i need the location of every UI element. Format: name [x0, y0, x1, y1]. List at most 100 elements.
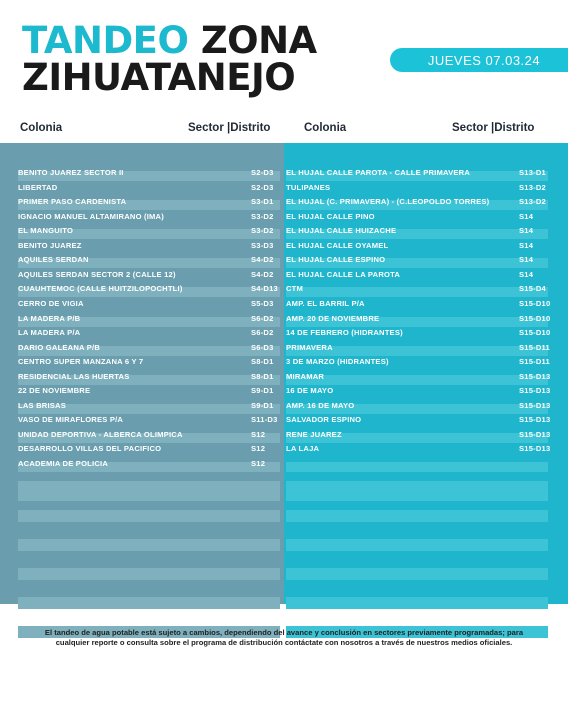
colonia-name: 3 DE MARZO (HIDRANTES)	[286, 357, 389, 367]
sector-code: S12	[251, 429, 266, 439]
colonia-name: AMP. 20 DE NOVIEMBRE	[286, 313, 380, 323]
left-sector-header: Sector |Distrito	[188, 122, 271, 134]
sector-code: S5-D3	[251, 298, 274, 308]
list-item: UNIDAD DEPORTIVA - ALBERCA OLIMPICA S12	[18, 430, 280, 444]
sector-code: S14	[519, 269, 534, 279]
sector-code: S6-D2	[251, 313, 274, 323]
list-item: EL HUJAL CALLE OYAMEL S14	[286, 241, 564, 255]
row-stripe	[286, 316, 548, 327]
colonia-name: IGNACIO MANUEL ALTAMIRANO (IMA)	[18, 211, 164, 221]
sector-code: S15-D13	[519, 400, 551, 410]
right-colonia-header: Colonia	[304, 122, 347, 134]
colonia-name: AQUILES SERDAN	[18, 255, 89, 265]
list-item: DARIO GALEANA P/B S6-D3	[18, 343, 280, 357]
list-item: LIBERTAD S2-D3	[18, 183, 280, 197]
row-stripe	[286, 171, 548, 181]
list-item: IGNACIO MANUEL ALTAMIRANO (IMA) S3-D2	[18, 212, 280, 226]
colonia-name: AMP. EL BARRIL P/A	[286, 298, 365, 308]
colonia-name: LIBERTAD	[18, 182, 58, 192]
list-item: LA MADERA P/A S6-D2	[18, 328, 280, 342]
list-item: LAS BRISAS S9-D1	[18, 401, 280, 415]
colonia-name: UNIDAD DEPORTIVA - ALBERCA OLIMPICA	[18, 429, 183, 439]
row-stripe	[18, 171, 280, 181]
row-stripe	[286, 374, 548, 385]
list-item: AQUILES SERDAN SECTOR 2 (CALLE 12) S4-D2	[18, 270, 280, 284]
sector-code: S3-D2	[251, 226, 274, 236]
sector-code: S4-D2	[251, 255, 274, 265]
sector-code: S2-D3	[251, 168, 274, 177]
colonia-name: SALVADOR ESPINO	[286, 415, 362, 425]
row-stripe	[18, 229, 280, 240]
list-item: CTM S15-D4	[286, 284, 564, 298]
empty-row-stripe	[18, 597, 280, 609]
sector-code: S15-D13	[519, 444, 551, 454]
list-item: MIRAMAR S15-D13	[286, 372, 564, 386]
list-item: BENITO JUAREZ SECTOR II S2-D3	[18, 168, 280, 182]
list-item: EL HUJAL CALLE ESPINO S14	[286, 255, 564, 269]
row-stripe	[286, 403, 548, 414]
list-item: CUAUHTEMOC (CALLE HUITZILOPOCHTLI) S4-D13	[18, 284, 280, 298]
sector-code: S13-D1	[519, 168, 546, 177]
row-stripe	[18, 287, 280, 298]
sector-code: S15-D13	[519, 386, 551, 396]
colonia-name: 16 DE MAYO	[286, 386, 334, 396]
list-item: 16 DE MAYO S15-D13	[286, 386, 564, 400]
row-stripe	[18, 316, 280, 327]
row-stripe	[286, 200, 548, 211]
sector-code: S15-D10	[519, 298, 551, 308]
list-item: 3 DE MARZO (HIDRANTES) S15-D11	[286, 357, 564, 371]
row-stripe	[286, 432, 548, 443]
colonia-name: BENITO JUAREZ SECTOR II	[18, 168, 124, 177]
sector-code: S15-D13	[519, 371, 551, 381]
colonia-name: EL HUJAL CALLE LA PAROTA	[286, 269, 401, 279]
sector-code: S14	[519, 211, 534, 221]
empty-row-stripe	[286, 481, 548, 493]
colonia-name: EL HUJAL CALLE OYAMEL	[286, 240, 389, 250]
colonia-name: LAS BRISAS	[18, 400, 66, 410]
list-item: SALVADOR ESPINO S15-D13	[286, 415, 564, 429]
row-stripe	[286, 258, 548, 269]
sector-code: S4-D2	[251, 269, 274, 279]
empty-row-stripe	[18, 626, 280, 638]
row-stripe	[18, 200, 280, 211]
empty-row-stripe	[286, 597, 548, 609]
sector-code: S8-D1	[251, 357, 274, 367]
sector-code: S2-D3	[251, 182, 274, 192]
sector-code: S13-D2	[519, 197, 546, 207]
colonia-name: ACADEMIA DE POLICIA	[18, 459, 109, 468]
right-schedule-panel: EL HUJAL CALLE PAROTA - CALLE PRIMAVERA S…	[284, 143, 568, 638]
sector-code: S11-D3	[251, 415, 278, 425]
row-stripe	[286, 287, 548, 298]
colonia-name: 14 DE FEBRERO (HIDRANTES)	[286, 328, 403, 338]
list-item: EL HUJAL CALLE HUIZACHE S14	[286, 226, 564, 240]
colonia-name: CERRO DE VIGIA	[18, 298, 84, 308]
empty-row-stripe	[18, 510, 280, 522]
left-colonia-header: Colonia	[20, 122, 63, 134]
sector-code: S4-D13	[251, 284, 278, 294]
colonia-name: CUAUHTEMOC (CALLE HUITZILOPOCHTLI)	[18, 284, 183, 294]
colonia-name: BENITO JUAREZ	[18, 240, 82, 250]
row-stripe	[18, 432, 280, 443]
row-stripe	[286, 345, 548, 356]
sector-code: S3-D3	[251, 240, 274, 250]
sector-code: S6-D3	[251, 342, 274, 352]
list-item: BENITO JUAREZ S3-D3	[18, 241, 280, 255]
empty-row-stripe	[286, 510, 548, 522]
list-item: 14 DE FEBRERO (HIDRANTES) S15-D10	[286, 328, 564, 342]
sector-code: S14	[519, 255, 534, 265]
colonia-name: DARIO GALEANA P/B	[18, 342, 101, 352]
sector-code: S15-D13	[519, 429, 551, 439]
list-item: DESARROLLO VILLAS DEL PACIFICO S12	[18, 444, 280, 458]
list-item: EL HUJAL CALLE LA PAROTA S14	[286, 270, 564, 284]
colonia-name: VASO DE MIRAFLORES P/A	[18, 415, 124, 425]
colonia-name: RESIDENCIAL LAS HUERTAS	[18, 371, 130, 381]
sector-code: S15-D10	[519, 328, 551, 338]
list-item: AMP. 16 DE MAYO S15-D13	[286, 401, 564, 415]
list-item: ACADEMIA DE POLICIA S12	[18, 459, 280, 473]
colonia-name: EL HUJAL CALLE HUIZACHE	[286, 226, 397, 236]
list-item: LA MADERA P/B S6-D2	[18, 314, 280, 328]
sector-code: S6-D2	[251, 328, 274, 338]
list-item: AQUILES SERDAN S4-D2	[18, 255, 280, 269]
list-item: RESIDENCIAL LAS HUERTAS S8-D1	[18, 372, 280, 386]
title-word-zona: ZONA	[200, 19, 317, 62]
